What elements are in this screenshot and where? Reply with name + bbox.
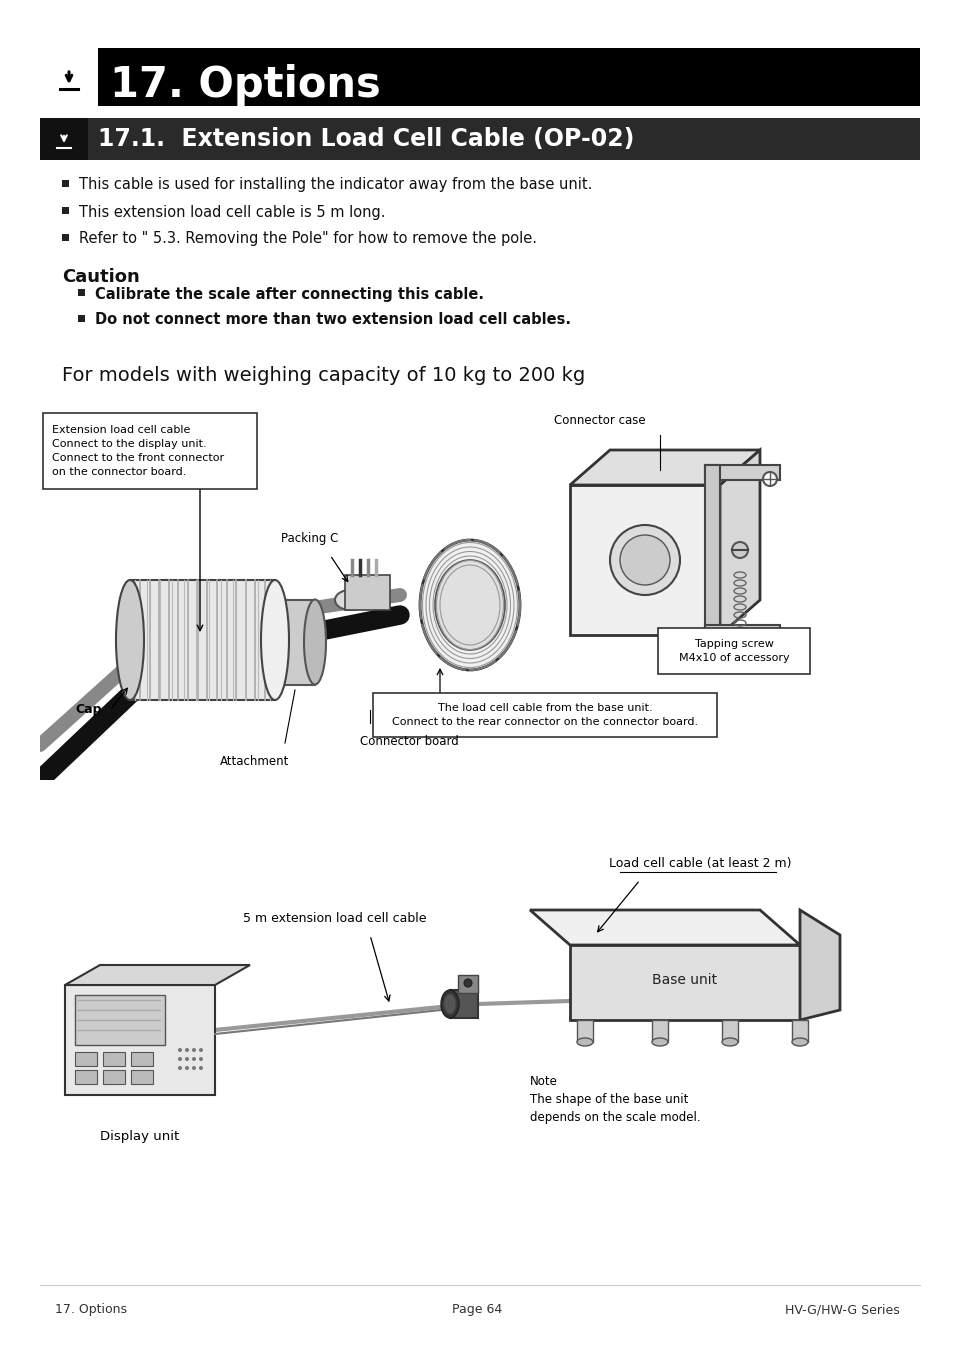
- Text: Tapping screw
M4x10 of accessory: Tapping screw M4x10 of accessory: [678, 640, 788, 663]
- Bar: [791, 1021, 807, 1042]
- Bar: [704, 464, 720, 640]
- Ellipse shape: [116, 580, 144, 701]
- Bar: [62, 234, 69, 242]
- Ellipse shape: [443, 994, 456, 1014]
- Bar: [457, 975, 477, 994]
- Text: Note
The shape of the base unit
depends on the scale model.: Note The shape of the base unit depends …: [530, 1075, 700, 1125]
- Ellipse shape: [762, 632, 776, 647]
- Ellipse shape: [419, 540, 519, 670]
- Text: Refer to " 5.3. Removing the Pole" for how to remove the pole.: Refer to " 5.3. Removing the Pole" for h…: [79, 231, 537, 247]
- Bar: [577, 1021, 593, 1042]
- Polygon shape: [720, 450, 760, 634]
- Bar: [40, 49, 98, 107]
- Ellipse shape: [721, 1038, 738, 1046]
- Text: This extension load cell cable is 5 m long.: This extension load cell cable is 5 m lo…: [79, 204, 385, 220]
- Bar: [78, 289, 85, 296]
- Bar: [62, 180, 69, 188]
- Polygon shape: [569, 450, 760, 485]
- Bar: [345, 575, 390, 610]
- FancyBboxPatch shape: [658, 628, 809, 674]
- Ellipse shape: [609, 525, 679, 595]
- Ellipse shape: [577, 1038, 593, 1046]
- Bar: [75, 995, 165, 1045]
- Text: Load cell cable (at least 2 m): Load cell cable (at least 2 m): [608, 857, 790, 869]
- Ellipse shape: [791, 1038, 807, 1046]
- Bar: [130, 580, 274, 701]
- Bar: [78, 315, 85, 323]
- Polygon shape: [800, 910, 840, 1021]
- FancyBboxPatch shape: [43, 413, 256, 489]
- Bar: [103, 1052, 125, 1066]
- Text: Do not connect more than two extension load cell cables.: Do not connect more than two extension l…: [95, 312, 571, 328]
- Circle shape: [192, 1057, 195, 1061]
- Bar: [131, 1052, 152, 1066]
- Text: Attachment: Attachment: [220, 755, 290, 768]
- Polygon shape: [569, 945, 800, 1021]
- Ellipse shape: [440, 990, 458, 1018]
- Circle shape: [199, 1048, 203, 1052]
- Text: 17. Options: 17. Options: [110, 63, 380, 107]
- Bar: [280, 599, 314, 684]
- Text: 17. Options: 17. Options: [55, 1304, 127, 1316]
- Circle shape: [185, 1066, 189, 1071]
- Text: Calibrate the scale after connecting this cable.: Calibrate the scale after connecting thi…: [95, 286, 483, 301]
- Text: The load cell cable from the base unit.
Connect to the rear connector on the con: The load cell cable from the base unit. …: [392, 703, 698, 726]
- Ellipse shape: [463, 979, 472, 987]
- Text: 17.1.  Extension Load Cell Cable (OP-02): 17.1. Extension Load Cell Cable (OP-02): [98, 127, 634, 151]
- Text: 5 m extension load cell cable: 5 m extension load cell cable: [243, 913, 426, 925]
- Bar: [40, 117, 919, 161]
- Text: For models with weighing capacity of 10 kg to 200 kg: For models with weighing capacity of 10 …: [62, 366, 584, 385]
- Text: Page 64: Page 64: [452, 1304, 501, 1316]
- Bar: [62, 207, 69, 215]
- Circle shape: [178, 1057, 182, 1061]
- Text: Base unit: Base unit: [652, 973, 717, 987]
- Text: Connector board: Connector board: [359, 734, 458, 748]
- Bar: [40, 117, 88, 161]
- Text: Cap: Cap: [75, 703, 101, 717]
- Bar: [75, 1071, 97, 1084]
- Circle shape: [192, 1048, 195, 1052]
- Bar: [569, 485, 720, 634]
- Polygon shape: [530, 910, 800, 945]
- Polygon shape: [65, 986, 214, 1095]
- Text: Extension load cell cable
Connect to the display unit.
Connect to the front conn: Extension load cell cable Connect to the…: [52, 425, 224, 477]
- FancyBboxPatch shape: [373, 693, 717, 737]
- Circle shape: [192, 1066, 195, 1071]
- Bar: [75, 1052, 97, 1066]
- Text: Connector case: Connector case: [554, 414, 645, 427]
- Text: This cable is used for installing the indicator away from the base unit.: This cable is used for installing the in…: [79, 177, 592, 193]
- Circle shape: [185, 1048, 189, 1052]
- Ellipse shape: [261, 580, 289, 701]
- Circle shape: [199, 1057, 203, 1061]
- Ellipse shape: [651, 1038, 667, 1046]
- Bar: [131, 1071, 152, 1084]
- Text: Display unit: Display unit: [100, 1130, 179, 1143]
- Ellipse shape: [731, 541, 747, 558]
- Bar: [651, 1021, 667, 1042]
- Ellipse shape: [304, 599, 326, 684]
- Bar: [450, 990, 477, 1018]
- Ellipse shape: [335, 590, 365, 610]
- Bar: [704, 464, 780, 481]
- Ellipse shape: [762, 472, 776, 486]
- Circle shape: [185, 1057, 189, 1061]
- Bar: [721, 1021, 738, 1042]
- Circle shape: [199, 1066, 203, 1071]
- Bar: [40, 49, 919, 107]
- Circle shape: [178, 1048, 182, 1052]
- Text: Caution: Caution: [62, 269, 139, 286]
- Bar: [103, 1071, 125, 1084]
- Ellipse shape: [619, 535, 669, 585]
- Ellipse shape: [435, 560, 504, 649]
- Circle shape: [178, 1066, 182, 1071]
- Text: Packing C: Packing C: [281, 532, 338, 545]
- Polygon shape: [65, 965, 250, 986]
- Text: HV-G/HW-G Series: HV-G/HW-G Series: [784, 1304, 899, 1316]
- Bar: [704, 625, 780, 640]
